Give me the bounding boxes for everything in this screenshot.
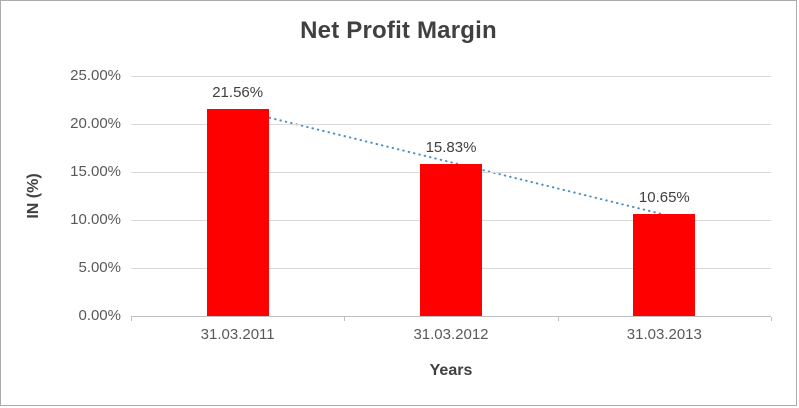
x-tick-label: 31.03.2013 bbox=[626, 326, 702, 343]
y-tick-label: 5.00% bbox=[78, 259, 121, 276]
x-axis-line bbox=[131, 316, 771, 317]
x-axis-tick bbox=[344, 317, 346, 321]
chart-title: Net Profit Margin bbox=[300, 17, 497, 44]
y-tick-label: 20.00% bbox=[70, 115, 121, 132]
y-tick-label: 0.00% bbox=[78, 307, 121, 324]
x-axis-tick bbox=[131, 317, 132, 321]
y-tick-label: 15.00% bbox=[70, 163, 121, 180]
x-axis-tick bbox=[557, 317, 559, 321]
bar bbox=[420, 164, 482, 316]
x-tick-label: 31.03.2012 bbox=[413, 326, 489, 343]
bar bbox=[633, 213, 696, 316]
bar-value-label: 10.65% bbox=[638, 188, 690, 206]
x-axis-tick bbox=[771, 317, 772, 321]
gridline bbox=[131, 124, 771, 125]
bar-value-label: 15.83% bbox=[425, 139, 477, 157]
y-tick-label: 10.00% bbox=[70, 211, 121, 228]
bar bbox=[206, 109, 269, 316]
x-tick-label: 31.03.2011 bbox=[200, 326, 275, 343]
bar-value-label: 21.56% bbox=[212, 84, 264, 102]
gridline bbox=[131, 76, 771, 77]
x-axis-title: Years bbox=[429, 362, 473, 379]
y-tick-label: 25.00% bbox=[70, 67, 121, 84]
